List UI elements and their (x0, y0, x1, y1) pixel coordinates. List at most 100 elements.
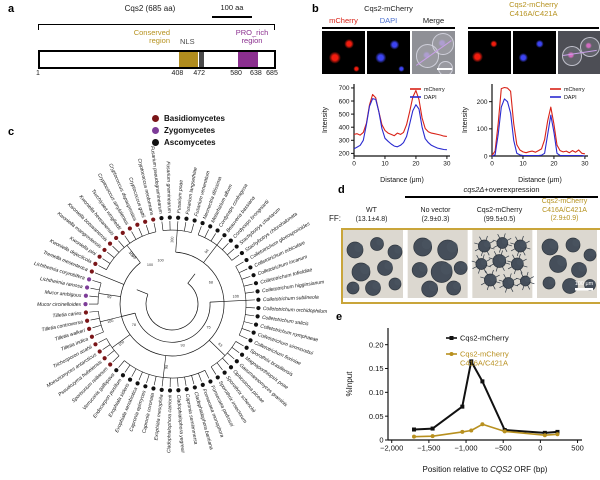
tree-branch (245, 291, 255, 294)
cell-outline (438, 60, 454, 74)
tree-branch (235, 261, 244, 267)
aa-scalebar-label: 100 aa (220, 3, 244, 12)
taxon-dot (184, 216, 189, 221)
y-tick-label: 0 (484, 153, 488, 160)
x-axis-title: Distance (μm) (518, 177, 562, 184)
bootstrap-value: 100 (170, 236, 174, 243)
taxon-dot (86, 277, 92, 282)
data-point (555, 429, 560, 434)
legend-item-zygomycetes: Zygomycetes (152, 124, 225, 136)
b-group1-rule (322, 27, 455, 29)
taxon-label: Tilletia caries (52, 311, 82, 320)
taxon-dot (234, 359, 239, 364)
colony-blob (460, 262, 468, 270)
panel-d-label: d (338, 184, 345, 196)
data-point (480, 379, 485, 384)
legend-label: DAPI (424, 95, 437, 101)
y-axis-title: %Input (345, 371, 354, 397)
tree-branch (216, 237, 223, 246)
taxon-dot (192, 218, 197, 223)
colony-blob (428, 282, 438, 291)
tree-branch (245, 314, 255, 317)
data-point (469, 428, 474, 433)
taxon-dot (239, 250, 245, 256)
data-point (555, 432, 560, 437)
conserved-region-segment (179, 52, 199, 67)
tree-branch (216, 362, 223, 371)
taxon-dot (234, 244, 239, 249)
tree-branch (222, 357, 229, 365)
tree-branch (124, 364, 131, 373)
bootstrap-value: 99 (107, 295, 112, 300)
bootstrap-value: 94 (204, 248, 210, 254)
colony-blob (446, 241, 458, 253)
b-group2-title: Cqs2-mCherry C416A/C421A (509, 0, 558, 18)
y-tick-label: 600 (339, 98, 350, 105)
legend-label: Cqs2-mCherry (460, 350, 509, 359)
taxon-dot (208, 379, 213, 384)
y-tick-label: 200 (339, 151, 350, 158)
data-point (430, 434, 435, 439)
b-col-mcherry-label: mCherry (329, 16, 358, 25)
tree-branch (107, 251, 115, 258)
tree-branch (204, 229, 209, 238)
cluster-stem (203, 244, 218, 263)
colony-blob (354, 243, 363, 252)
tree-branch (98, 265, 107, 270)
cluster-stem (223, 300, 246, 302)
taxon-label: Mucor circinelloides (37, 302, 81, 308)
tree-branch (231, 347, 240, 353)
x-tick-label: 0 (490, 161, 494, 168)
taxon-dot (143, 219, 148, 224)
taxon-dot (208, 224, 213, 229)
cluster-stem (112, 334, 131, 348)
tree-branch (238, 268, 248, 273)
tree-branch (90, 318, 100, 321)
bootstrap-value: 100 (233, 294, 240, 298)
tree-branch (227, 248, 235, 256)
micrograph-mcherry-1 (322, 31, 365, 74)
colony-blob (572, 239, 581, 247)
tree-branch (95, 331, 104, 336)
taxon-dot (89, 334, 95, 339)
taxon-dot (256, 297, 261, 302)
colony-blob (440, 263, 453, 275)
tree-branch (94, 272, 104, 277)
taxon-label: Fusarium graminearum (165, 161, 172, 213)
bootstrap-value: 63 (217, 342, 223, 348)
taxon-dot (83, 293, 88, 298)
colony-blob (516, 258, 524, 266)
tree-branch (92, 324, 102, 329)
taxon-dot (167, 388, 173, 393)
d-col-cqs2mcherry: Cqs2-mCherry (99.5±0.5) (476, 207, 523, 223)
colony-blob (376, 238, 384, 246)
intensity-chart-left: 200 300 400 500 600 700 0 10 20 30 Intensity Distan… (322, 84, 451, 184)
taxon-dot (135, 381, 140, 386)
d-col-novector: No vector (2.9±0.3) (420, 207, 451, 223)
taxon-label: Colletotrichum orchidophilum (263, 306, 328, 315)
tree-branch (145, 225, 150, 234)
cluster-stem (103, 275, 124, 285)
b-col-merge-label: Merge (422, 16, 445, 25)
taxon-dot (127, 226, 132, 231)
colony-blob (421, 239, 432, 250)
tree-branch (210, 233, 216, 242)
tree-branch (107, 350, 115, 357)
taxon-dot (184, 387, 189, 392)
taxon-dot (108, 362, 113, 367)
tree-branch (92, 280, 102, 284)
y-axis-title: Intensity (462, 106, 469, 133)
d-header-rule (405, 196, 598, 198)
y-tick-label: 500 (339, 111, 350, 118)
taxon-dot (167, 215, 172, 220)
basidiomycetes-dot-icon (152, 114, 159, 122)
taxon-label: Cladophialophora carrionii (166, 394, 173, 453)
x-tick-label: 10 (381, 161, 389, 168)
data-point (412, 434, 417, 439)
taxon-dot (89, 269, 94, 274)
y-tick-label: 700 (339, 85, 350, 92)
taxon-label: Fusarium poae (176, 180, 184, 214)
taxon-dot (120, 230, 125, 235)
taxon-dot (176, 388, 181, 393)
tree-branch (222, 242, 229, 250)
